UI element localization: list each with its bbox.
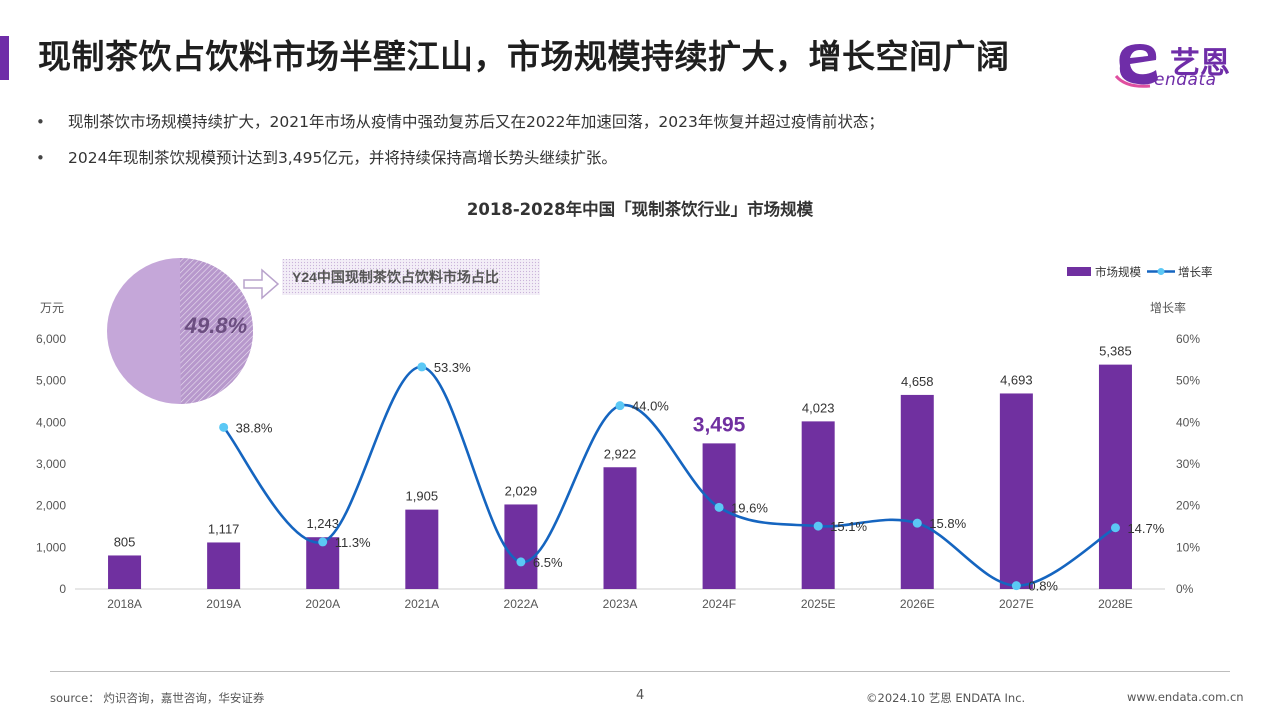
growth-rate-label: 44.0% — [632, 399, 669, 414]
x-axis-tick-label: 2026E — [900, 597, 935, 611]
right-axis-tick-label: 0% — [1176, 582, 1194, 596]
x-axis-tick-label: 2018A — [107, 597, 142, 611]
bar-value-label: 5,385 — [1099, 344, 1132, 359]
growth-rate-label: 15.1% — [830, 519, 867, 534]
endata-logo-icon — [1114, 44, 1158, 88]
growth-rate-point-2024F — [714, 502, 724, 512]
legend-label-market-size: 市场规模 — [1095, 265, 1141, 279]
legend-label-growth-rate: 增长率 — [1178, 265, 1213, 279]
growth-rate-point-2025E — [813, 521, 823, 531]
x-axis-tick-label: 2022A — [504, 597, 539, 611]
bar-2019A — [207, 542, 241, 589]
growth-rate-point-2020A — [318, 537, 328, 547]
bar-2026E — [900, 394, 934, 589]
right-axis-tick-label: 30% — [1176, 457, 1200, 471]
bar-2028E — [1098, 364, 1132, 589]
right-axis-tick-label: 20% — [1176, 499, 1200, 513]
x-axis-tick-label: 2021A — [404, 597, 439, 611]
footer-source: source： 灼识咨询，嘉世咨询，华安证券 — [50, 691, 265, 705]
footer-url: www.endata.com.cn — [1127, 690, 1244, 704]
bar-2023A — [603, 467, 637, 589]
x-axis-tick-label: 2028E — [1098, 597, 1133, 611]
growth-rate-label: 15.8% — [929, 516, 966, 531]
legend-swatch-growth-marker — [1157, 268, 1165, 275]
x-axis-tick-label: 2019A — [206, 597, 241, 611]
growth-rate-label: 53.3% — [434, 360, 471, 375]
logo-chinese-text: 艺恩 — [1170, 46, 1230, 81]
pie-value-label: 49.8% — [184, 313, 247, 338]
growth-rate-point-2027E — [1011, 581, 1021, 591]
growth-rate-label: 0.8% — [1028, 579, 1058, 594]
bar-value-label: 1,905 — [406, 489, 439, 504]
left-axis-tick-label: 6,000 — [36, 332, 66, 346]
bar-value-label: 4,023 — [802, 400, 835, 415]
left-axis-tick-label: 2,000 — [36, 499, 66, 513]
right-axis-tick-label: 10% — [1176, 540, 1200, 554]
bar-value-label: 4,658 — [901, 374, 934, 389]
bar-2027E — [999, 393, 1033, 589]
growth-rate-label: 19.6% — [731, 500, 768, 515]
right-axis-tick-label: 60% — [1176, 332, 1200, 346]
bullet-item: 现制茶饮市场规模持续扩大，2021年市场从疫情中强劲复苏后又在2022年加速回落… — [36, 110, 884, 146]
bar-2024F — [702, 443, 736, 589]
growth-rate-line — [222, 365, 1117, 587]
left-axis-tick-label: 5,000 — [36, 374, 66, 388]
bar-value-label: 1,117 — [208, 521, 240, 536]
bar-value-label: 3,495 — [693, 413, 746, 436]
logo-english-text: endata — [1154, 70, 1217, 90]
bullet-list: 现制茶饮市场规模持续扩大，2021年市场从疫情中强劲复苏后又在2022年加速回落… — [36, 110, 884, 182]
growth-rate-point-2022A — [516, 557, 526, 567]
growth-rate-point-2023A — [615, 401, 625, 411]
bar-2018A — [108, 555, 142, 589]
arrow-right-icon — [243, 268, 280, 300]
growth-rate-label: 14.7% — [1127, 521, 1164, 536]
x-axis-tick-label: 2025E — [801, 597, 836, 611]
inset-caption-box — [282, 259, 540, 295]
bar-value-label: 1,243 — [306, 516, 339, 531]
left-axis-tick-label: 1,000 — [36, 540, 66, 554]
bar-value-label: 2,922 — [604, 446, 637, 461]
pie-tea-drink-slice — [180, 258, 253, 404]
bar-value-label: 805 — [114, 534, 136, 549]
footer-copyright: ©2024.10 艺恩 ENDATA Inc. — [866, 691, 1026, 705]
inset-caption: Y24中国现制茶饮占饮料市场占比 — [292, 269, 499, 285]
growth-rate-label: 6.5% — [533, 555, 563, 570]
growth-rate-point-2026E — [912, 518, 922, 528]
title-accent-bar — [0, 36, 9, 80]
right-axis-tick-label: 50% — [1176, 374, 1200, 388]
x-axis-tick-label: 2024F — [702, 597, 736, 611]
left-axis-tick-label: 3,000 — [36, 457, 66, 471]
endata-logo: 艺恩 endata — [1112, 36, 1242, 92]
left-axis-tick-label: 4,000 — [36, 415, 66, 429]
bar-2021A — [405, 509, 439, 589]
x-axis-tick-label: 2027E — [999, 597, 1034, 611]
left-axis-tick-label: 0 — [59, 582, 66, 596]
bar-value-label: 4,693 — [1000, 372, 1033, 387]
page-number: 4 — [636, 688, 645, 703]
bullet-item: 2024年现制茶饮规模预计达到3,495亿元，并将持续保持高增长势头继续扩张。 — [36, 146, 884, 182]
growth-rate-point-2028E — [1110, 523, 1120, 533]
growth-rate-label: 38.8% — [236, 420, 273, 435]
growth-rate-point-2019A — [219, 422, 229, 432]
footer-divider — [50, 671, 1230, 672]
left-axis-label: 万元 — [40, 301, 64, 315]
right-axis-tick-label: 40% — [1176, 415, 1200, 429]
bar-2025E — [801, 421, 835, 589]
growth-rate-point-2021A — [417, 362, 427, 372]
bar-value-label: 2,029 — [505, 483, 538, 498]
bar-2022A — [504, 504, 538, 589]
x-axis-tick-label: 2020A — [305, 597, 340, 611]
chart-title: 2018-2028年中国「现制茶饮行业」市场规模 — [466, 200, 814, 219]
right-axis-label: 增长率 — [1150, 300, 1186, 315]
legend-swatch-market-size — [1067, 267, 1091, 276]
page-title: 现制茶饮占饮料市场半壁江山，市场规模持续扩大，增长空间广阔 — [38, 37, 1010, 76]
growth-rate-label: 11.3% — [335, 535, 371, 550]
x-axis-tick-label: 2023A — [603, 597, 638, 611]
